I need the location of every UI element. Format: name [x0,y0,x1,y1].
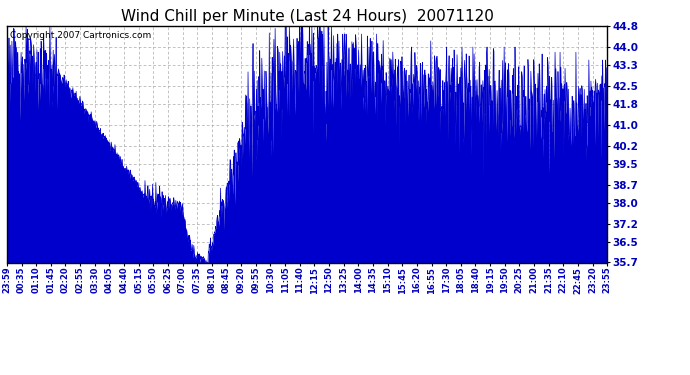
Title: Wind Chill per Minute (Last 24 Hours)  20071120: Wind Chill per Minute (Last 24 Hours) 20… [121,9,493,24]
Text: Copyright 2007 Cartronics.com: Copyright 2007 Cartronics.com [10,31,151,40]
